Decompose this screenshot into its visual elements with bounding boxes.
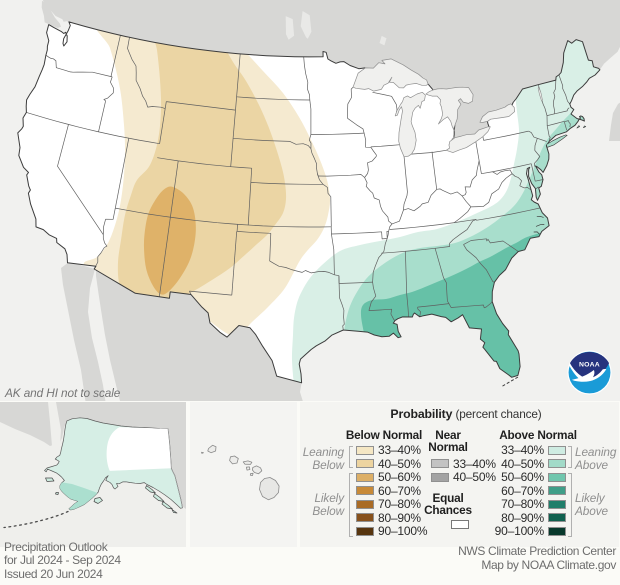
svg-text:NOAA: NOAA	[579, 361, 600, 368]
